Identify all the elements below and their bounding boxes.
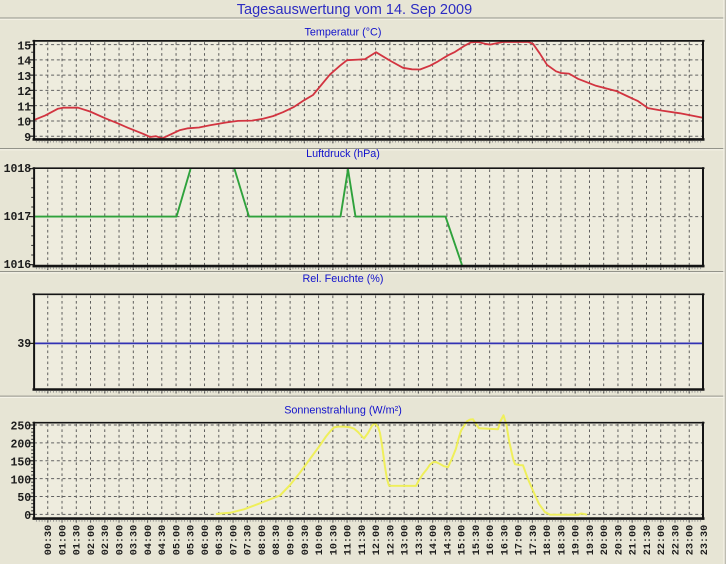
svg-text:10:00: 10:00 [315, 525, 326, 556]
svg-text:02:00: 02:00 [87, 525, 98, 556]
svg-text:14:00: 14:00 [429, 525, 440, 556]
svg-text:03:00: 03:00 [115, 525, 126, 556]
svg-text:04:00: 04:00 [144, 525, 155, 556]
svg-text:05:30: 05:30 [187, 525, 198, 556]
svg-text:06:00: 06:00 [201, 525, 212, 556]
svg-text:1018: 1018 [4, 163, 32, 176]
svg-text:02:30: 02:30 [101, 525, 112, 556]
svg-text:100: 100 [10, 474, 31, 487]
svg-text:20:00: 20:00 [600, 525, 611, 556]
svg-text:10:30: 10:30 [329, 525, 340, 556]
svg-text:1017: 1017 [4, 211, 32, 224]
svg-text:16:30: 16:30 [500, 525, 511, 556]
svg-text:09:30: 09:30 [301, 525, 312, 556]
svg-text:23:00: 23:00 [686, 525, 697, 556]
svg-text:15:30: 15:30 [472, 525, 483, 556]
svg-text:05:00: 05:00 [172, 525, 183, 556]
svg-text:22:30: 22:30 [671, 525, 682, 556]
svg-text:Sonnenstrahlung (W/m²): Sonnenstrahlung (W/m²) [284, 405, 402, 417]
svg-text:08:00: 08:00 [258, 525, 269, 556]
svg-text:1016: 1016 [4, 259, 32, 272]
svg-text:01:00: 01:00 [58, 525, 69, 556]
svg-text:00:30: 00:30 [44, 525, 55, 556]
svg-text:39: 39 [17, 338, 31, 351]
svg-text:17:00: 17:00 [515, 525, 526, 556]
svg-text:13: 13 [17, 71, 31, 84]
svg-text:16:00: 16:00 [486, 525, 497, 556]
svg-text:04:30: 04:30 [158, 525, 169, 556]
svg-text:11: 11 [17, 101, 31, 114]
svg-text:Luftdruck (hPa): Luftdruck (hPa) [306, 148, 380, 160]
svg-text:14:30: 14:30 [443, 525, 454, 556]
svg-text:21:00: 21:00 [629, 525, 640, 556]
svg-text:200: 200 [10, 439, 31, 452]
svg-text:06:30: 06:30 [215, 525, 226, 556]
svg-text:23:30: 23:30 [700, 525, 711, 556]
svg-text:18:00: 18:00 [543, 525, 554, 556]
svg-text:08:30: 08:30 [272, 525, 283, 556]
svg-text:50: 50 [17, 492, 31, 505]
svg-text:19:00: 19:00 [572, 525, 583, 556]
svg-text:9: 9 [24, 132, 31, 145]
svg-text:07:30: 07:30 [244, 525, 255, 556]
svg-text:Tagesauswertung vom 14. Sep 20: Tagesauswertung vom 14. Sep 2009 [237, 2, 472, 18]
svg-text:12:30: 12:30 [386, 525, 397, 556]
svg-text:03:30: 03:30 [130, 525, 141, 556]
svg-text:09:00: 09:00 [287, 525, 298, 556]
svg-text:Rel. Feuchte (%): Rel. Feuchte (%) [302, 273, 383, 285]
svg-text:12:00: 12:00 [372, 525, 383, 556]
svg-text:Temperatur (°C): Temperatur (°C) [305, 27, 382, 39]
svg-text:13:30: 13:30 [415, 525, 426, 556]
svg-text:18:30: 18:30 [557, 525, 568, 556]
svg-text:11:30: 11:30 [358, 525, 369, 556]
svg-text:20:30: 20:30 [614, 525, 625, 556]
svg-text:14: 14 [17, 56, 31, 69]
svg-text:19:30: 19:30 [586, 525, 597, 556]
svg-text:22:00: 22:00 [657, 525, 668, 556]
svg-text:0: 0 [24, 510, 31, 523]
svg-text:250: 250 [10, 421, 31, 434]
svg-text:12: 12 [17, 86, 31, 99]
svg-text:13:00: 13:00 [401, 525, 412, 556]
svg-text:11:00: 11:00 [344, 525, 355, 556]
svg-text:150: 150 [10, 456, 31, 469]
svg-text:17:30: 17:30 [529, 525, 540, 556]
svg-text:15:00: 15:00 [458, 525, 469, 556]
svg-text:01:30: 01:30 [73, 525, 84, 556]
svg-text:15: 15 [17, 40, 31, 53]
svg-text:10: 10 [17, 117, 31, 130]
svg-text:07:00: 07:00 [229, 525, 240, 556]
svg-text:21:30: 21:30 [643, 525, 654, 556]
